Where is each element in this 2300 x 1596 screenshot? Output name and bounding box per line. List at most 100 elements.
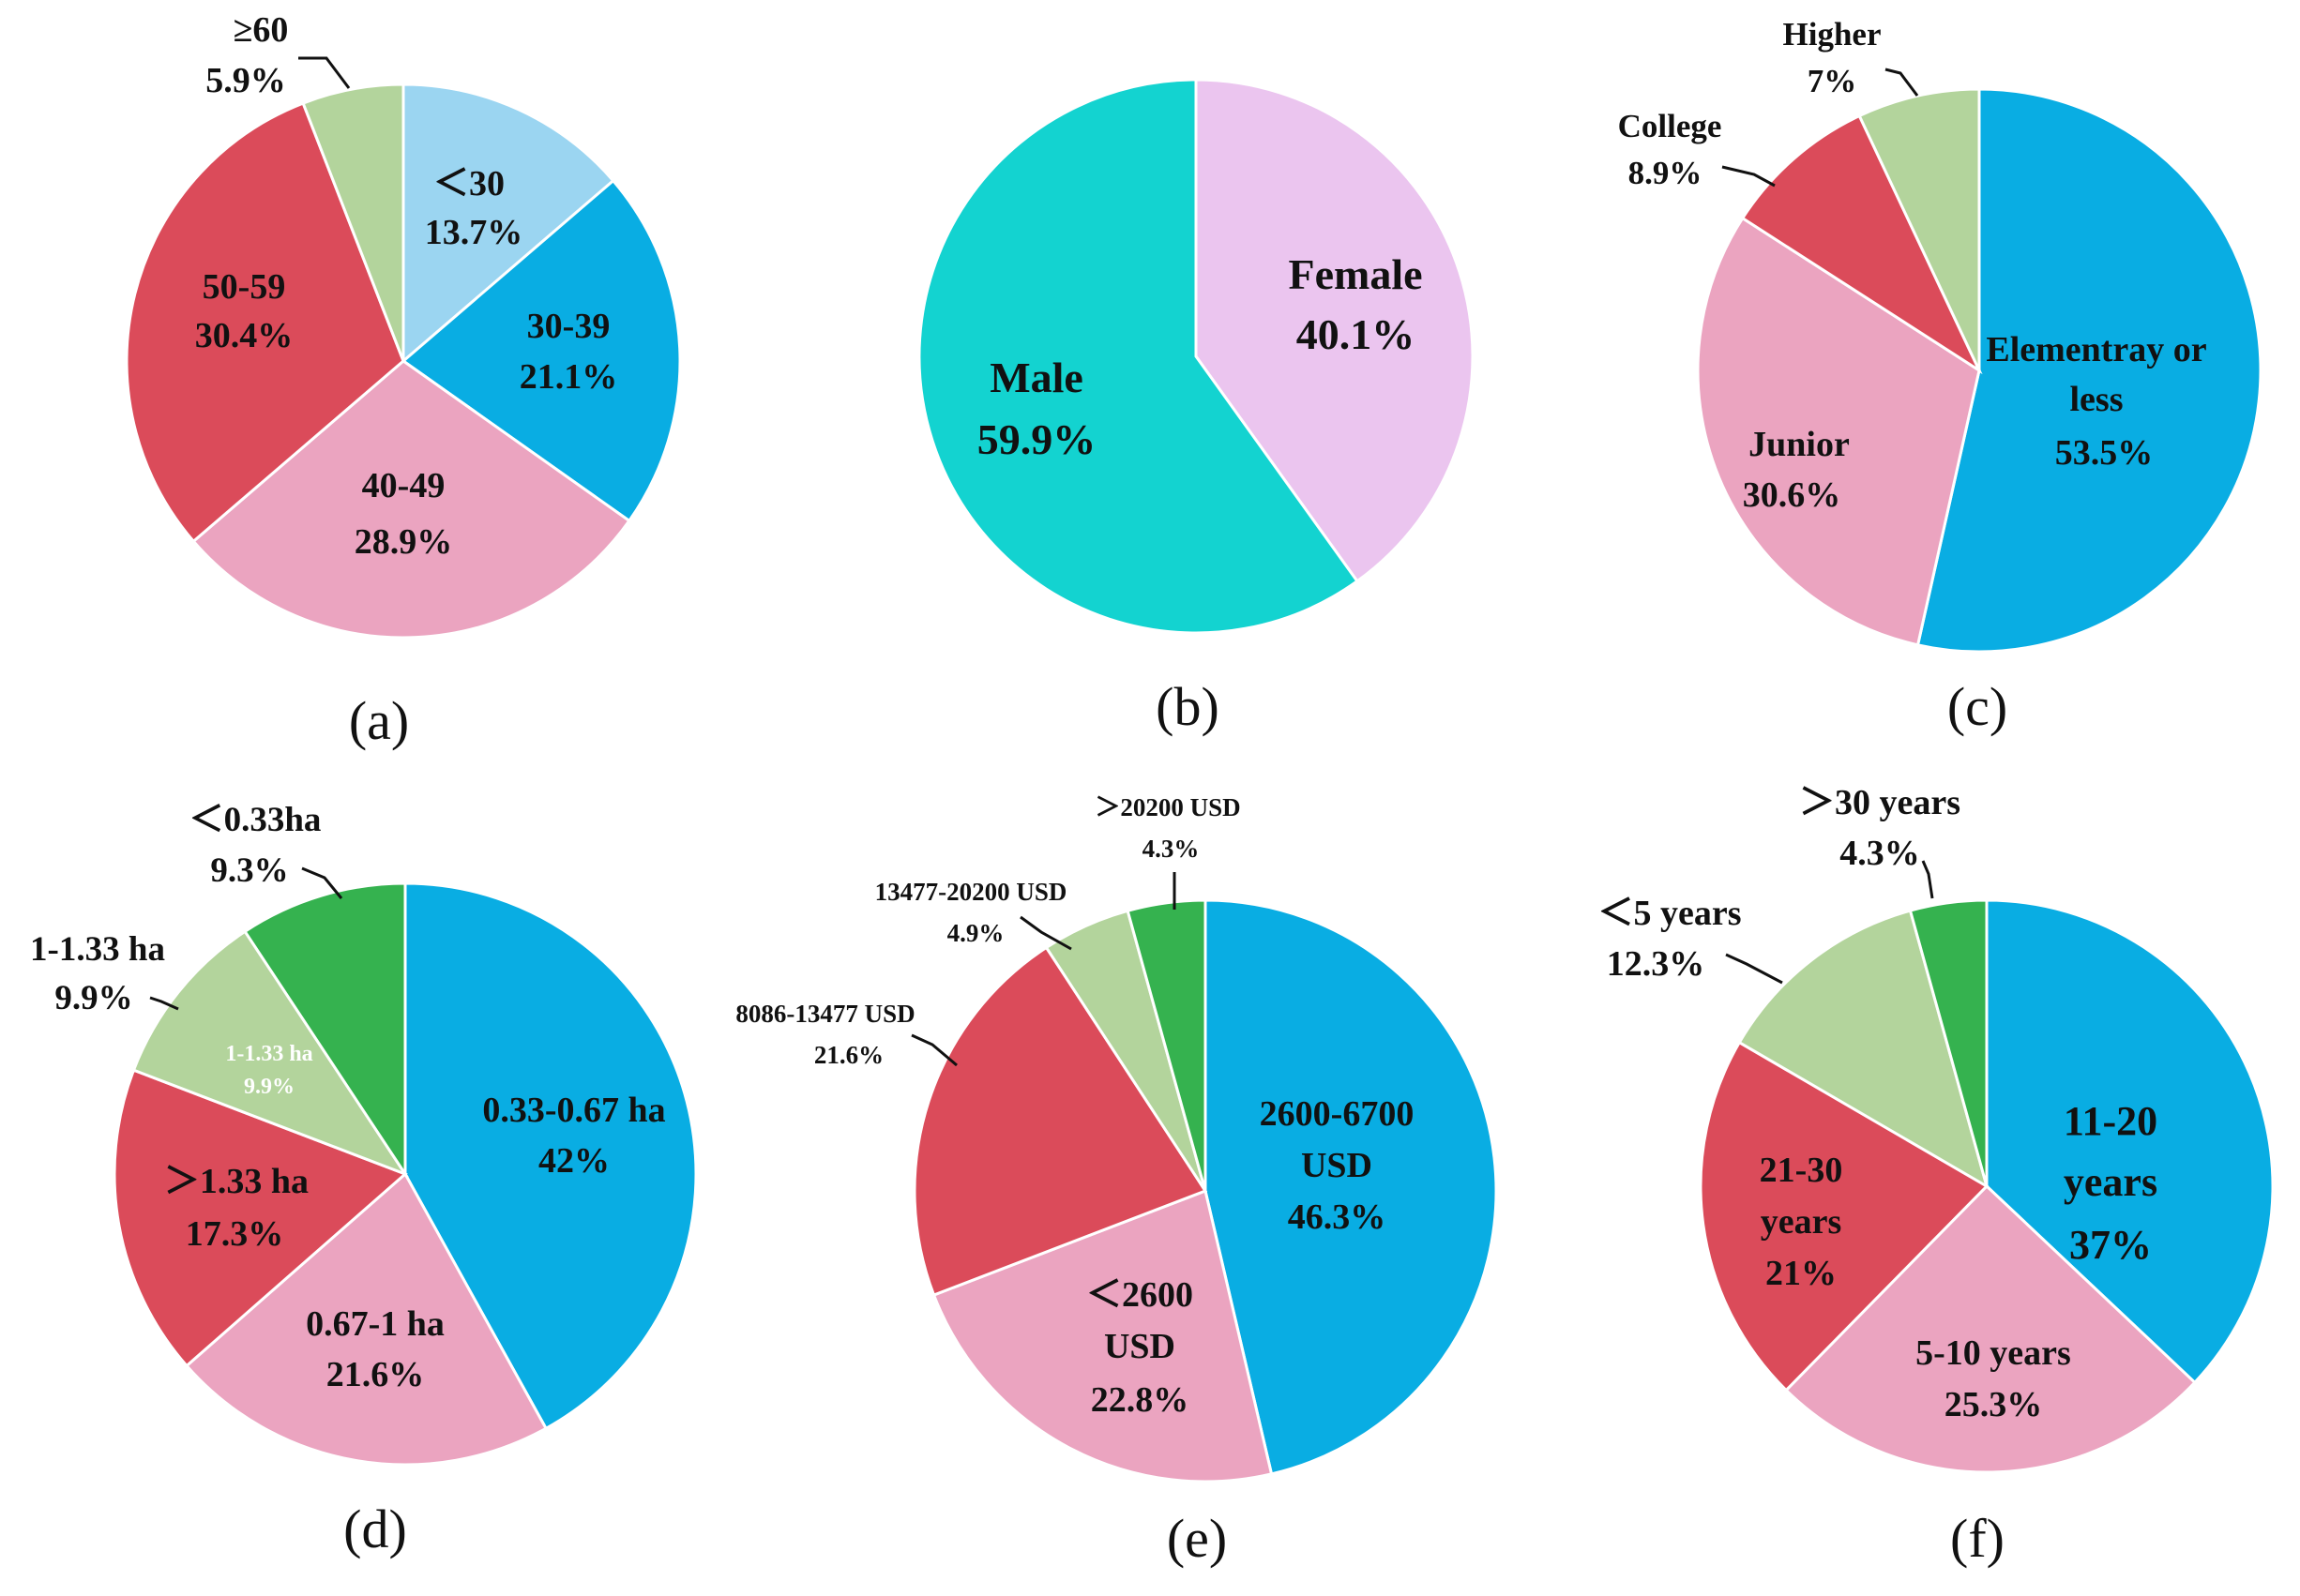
label-c-2-name: College bbox=[1618, 108, 1722, 144]
pie-b-slice-0 bbox=[1194, 78, 1475, 583]
pie-a-slice-4 bbox=[301, 83, 405, 362]
pie-c-slice-2 bbox=[1740, 113, 1983, 375]
label-e-0-pct: 46.3% bbox=[1288, 1197, 1386, 1237]
pie-f-slice-0 bbox=[1985, 898, 2275, 1385]
pie-a-slice-1 bbox=[401, 178, 682, 523]
label-e-0-name-2: USD bbox=[1301, 1146, 1372, 1185]
label-e-3-pct: 4.9% bbox=[947, 919, 1005, 947]
pie-c-slice-0 bbox=[1915, 87, 2262, 654]
label-d-4-pct: 9.3% bbox=[210, 851, 288, 890]
label-a-1-pct: 21.1% bbox=[520, 357, 618, 397]
label-d-3-inner-pct: 9.9% bbox=[244, 1075, 295, 1099]
label-b-0-pct: 40.1% bbox=[1296, 310, 1415, 358]
pie-c: Elementray or less 53.5% Junior 30.6% Co… bbox=[1618, 16, 2262, 737]
leader-d-4 bbox=[301, 866, 343, 899]
label-d-3-inner-name: 1-1.33 ha bbox=[225, 1042, 312, 1066]
leader-d-3 bbox=[149, 996, 179, 1011]
label-c-3-name: Higher bbox=[1783, 16, 1882, 53]
label-a-4-name: ≥60 bbox=[234, 10, 289, 50]
caption-a: (a) bbox=[349, 690, 409, 751]
label-d-1-name: 0.67-1 ha bbox=[306, 1304, 445, 1344]
label-c-3-pct: 7% bbox=[1808, 63, 1857, 99]
label-e-1-name-2: USD bbox=[1104, 1327, 1175, 1366]
leader-c-2 bbox=[1721, 165, 1776, 188]
label-f-3-name: ＜5 years bbox=[1597, 894, 1741, 933]
label-e-2-pct: 21.6% bbox=[814, 1041, 884, 1069]
label-d-0-name: 0.33-0.67 ha bbox=[482, 1091, 665, 1130]
leader-f-4 bbox=[1921, 860, 1934, 899]
pie-f-slice-3 bbox=[1737, 909, 1990, 1190]
leader-f-3 bbox=[1725, 953, 1783, 985]
label-f-1-pct: 25.3% bbox=[1944, 1385, 2043, 1424]
label-c-1-pct: 30.6% bbox=[1743, 475, 1841, 515]
leader-e-2 bbox=[911, 1033, 958, 1067]
pie-f-slice-1 bbox=[1784, 1183, 2197, 1474]
label-e-4-pct: 4.3% bbox=[1142, 835, 1200, 863]
pie-f: 11-20 years 37% 5-10 years 25.3% 21-30 y… bbox=[1597, 783, 2275, 1569]
label-c-2-pct: 8.9% bbox=[1628, 155, 1702, 191]
pie-f-slice-2 bbox=[1699, 1040, 1990, 1393]
label-e-2-name: 8086-13477 USD bbox=[735, 1000, 915, 1028]
label-e-0-name-1: 2600-6700 bbox=[1260, 1094, 1415, 1134]
label-a-3-name: 50-59 bbox=[203, 267, 286, 307]
label-b-1-pct: 59.9% bbox=[977, 415, 1097, 463]
label-a-3-pct: 30.4% bbox=[195, 316, 294, 355]
pie-b: Female 40.1% Male 59.9% (b) bbox=[917, 78, 1475, 737]
pie-e: 2600-6700 USD 46.3% ＜2600 USD 22.8% 8086… bbox=[735, 793, 1498, 1569]
label-d-3-pct: 9.9% bbox=[54, 979, 132, 1017]
label-c-0-name-1: Elementray or bbox=[1986, 330, 2206, 369]
label-b-0-name: Female bbox=[1288, 250, 1422, 298]
label-a-2-pct: 28.9% bbox=[355, 522, 453, 562]
label-f-4-name: ＞30 years bbox=[1799, 783, 1960, 822]
pie-e-slice-4 bbox=[1126, 898, 1207, 1192]
label-a-0-pct: 13.7% bbox=[425, 213, 523, 252]
label-e-1-name-1: ＜2600 bbox=[1086, 1275, 1193, 1315]
label-d-2-name: ＞1.33 ha bbox=[164, 1162, 309, 1201]
pie-b-slice-1 bbox=[917, 78, 1359, 635]
leader-e-3 bbox=[1020, 915, 1072, 951]
label-f-3-pct: 12.3% bbox=[1607, 944, 1705, 984]
pie-d: 0.33-0.67 ha 42% 0.67-1 ha 21.6% ＞1.33 h… bbox=[30, 801, 698, 1559]
leader-a-4 bbox=[298, 56, 351, 89]
label-e-1-pct: 22.8% bbox=[1091, 1380, 1189, 1420]
label-f-1-name: 5-10 years bbox=[1915, 1333, 2071, 1373]
pie-d-slice-0 bbox=[403, 881, 698, 1431]
label-a-1-name: 30-39 bbox=[527, 307, 611, 346]
label-f-0-pct: 37% bbox=[2069, 1222, 2152, 1268]
label-f-0-name-2: years bbox=[2064, 1159, 2157, 1205]
label-c-0-name-2: less bbox=[2070, 380, 2124, 419]
label-d-2-pct: 17.3% bbox=[186, 1214, 284, 1254]
label-a-4-pct: 5.9% bbox=[205, 61, 286, 100]
label-d-1-pct: 21.6% bbox=[326, 1355, 425, 1394]
caption-c: (c) bbox=[1947, 676, 2007, 737]
pie-d-slice-4 bbox=[243, 881, 407, 1179]
label-c-1-name: Junior bbox=[1748, 425, 1850, 464]
label-f-4-pct: 4.3% bbox=[1839, 834, 1920, 873]
label-a-0-name: ＜30 bbox=[433, 164, 505, 203]
pie-c-slice-1 bbox=[1696, 216, 1981, 647]
label-d-0-pct: 42% bbox=[538, 1141, 610, 1181]
pie-f-slice-4 bbox=[1908, 898, 1989, 1187]
pie-a: ＜30 13.7% 30-39 21.1% 40-49 28.9% 50-59 … bbox=[125, 10, 682, 751]
label-c-0-pct: 53.5% bbox=[2055, 433, 2154, 473]
pie-a-slice-2 bbox=[191, 359, 631, 640]
pie-a-slice-0 bbox=[401, 83, 615, 365]
label-e-3-name: 13477-20200 USD bbox=[875, 878, 1067, 906]
label-b-1-name: Male bbox=[990, 354, 1083, 401]
pie-d-slice-1 bbox=[184, 1171, 549, 1467]
label-a-2-name: 40-49 bbox=[362, 466, 446, 505]
caption-e: (e) bbox=[1167, 1508, 1227, 1569]
label-d-3-name: 1-1.33 ha bbox=[30, 930, 165, 969]
pie-d-slice-2 bbox=[113, 1068, 408, 1368]
label-e-4-name: ＞20200 USD bbox=[1095, 793, 1240, 821]
pie-c-slice-3 bbox=[1857, 87, 1981, 371]
caption-f: (f) bbox=[1950, 1508, 2005, 1569]
label-f-0-name-1: 11-20 bbox=[2064, 1098, 2157, 1144]
label-f-2-name-1: 21-30 bbox=[1760, 1151, 1843, 1190]
label-f-2-name-2: years bbox=[1761, 1202, 1842, 1242]
pie-a-slice-3 bbox=[125, 101, 405, 544]
label-f-2-pct: 21% bbox=[1765, 1254, 1837, 1293]
caption-d: (d) bbox=[343, 1498, 407, 1559]
pie-e-slice-0 bbox=[1203, 898, 1498, 1476]
